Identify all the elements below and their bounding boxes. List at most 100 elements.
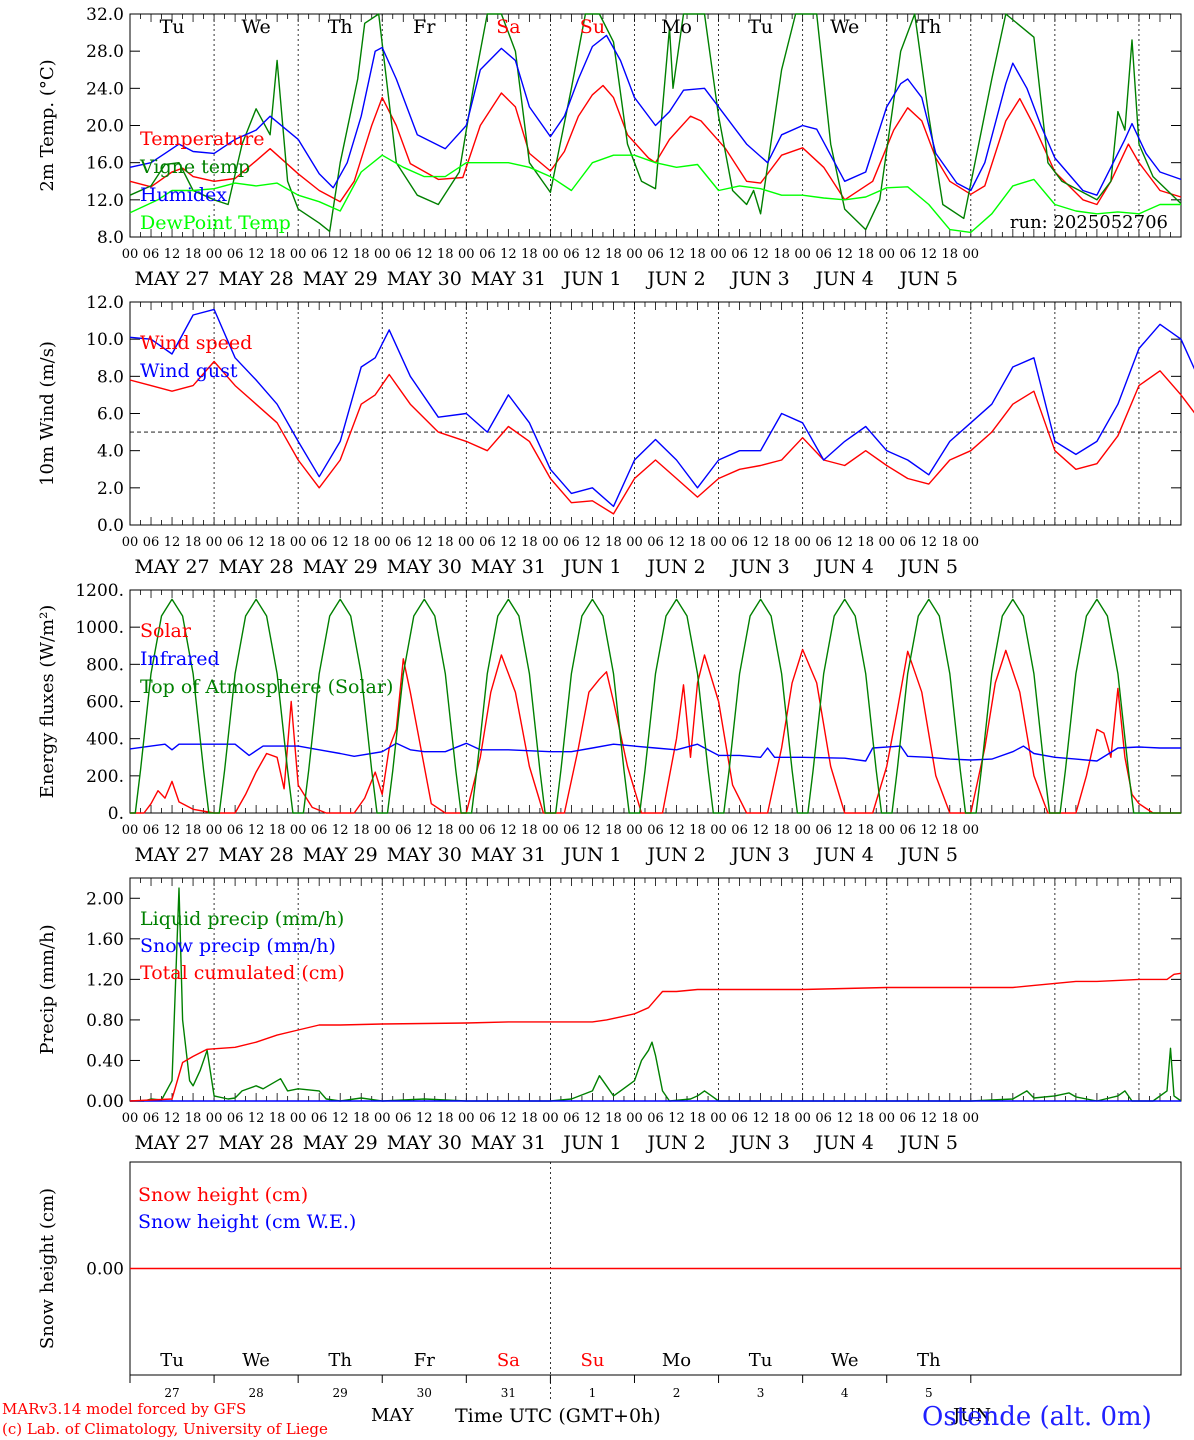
- temp-hour-label: 00: [458, 247, 475, 262]
- wind-hour-label: 12: [416, 535, 433, 550]
- temp-hour-label: 00: [878, 247, 895, 262]
- precip-hour-label: 00: [878, 1111, 895, 1126]
- wind-hour-label: 18: [689, 535, 706, 550]
- weekday-label-top: Tu: [748, 16, 773, 38]
- precip-legend-entry: Total cumulated (cm): [140, 962, 345, 984]
- precip-hour-label: 12: [920, 1111, 937, 1126]
- temp-hour-label: 06: [731, 247, 748, 262]
- energy-hour-label: 18: [857, 823, 874, 838]
- snow-legend-entry: Snow height (cm): [138, 1184, 308, 1206]
- energy-hour-label: 12: [668, 823, 685, 838]
- energy-series-top-of-atmosphere-solar: [130, 598, 1181, 814]
- energy-hour-label: 06: [143, 823, 160, 838]
- wind-date-label: JUN 1: [561, 556, 621, 578]
- precip-hour-label: 06: [227, 1111, 244, 1126]
- energy-hour-label: 00: [290, 823, 307, 838]
- precip-date-label: JUN 4: [813, 1132, 873, 1154]
- station-name: Ostende (alt. 0m): [922, 1402, 1152, 1432]
- temp-hour-label: 00: [710, 247, 727, 262]
- temp-legend-entry: Temperature: [140, 128, 264, 150]
- precip-hour-label: 18: [942, 1111, 959, 1126]
- energy-hour-label: 06: [647, 823, 664, 838]
- wind-date-label: JUN 4: [813, 556, 873, 578]
- precip-hour-label: 12: [584, 1111, 601, 1126]
- precip-hour-label: 06: [731, 1111, 748, 1126]
- temp-hour-label: 12: [500, 247, 517, 262]
- precip-hour-label: 18: [521, 1111, 538, 1126]
- energy-hour-label: 12: [920, 823, 937, 838]
- precip-y-tick-label: 1.60: [86, 930, 124, 950]
- temp-hour-label: 18: [942, 247, 959, 262]
- energy-hour-label: 12: [752, 823, 769, 838]
- temp-y-tick-label: 8.0: [97, 228, 124, 248]
- weekday-label-bottom: Sa: [497, 1350, 520, 1371]
- temp-hour-label: 06: [311, 247, 328, 262]
- precip-hour-label: 00: [542, 1111, 559, 1126]
- day-number-label: 4: [841, 1386, 849, 1400]
- weekday-label-top: Su: [580, 16, 605, 38]
- temp-hour-label: 18: [185, 247, 202, 262]
- energy-hour-label: 18: [437, 823, 454, 838]
- wind-y-tick-label: 6.0: [97, 405, 124, 425]
- temp-hour-label: 18: [689, 247, 706, 262]
- energy-date-label: MAY 31: [471, 844, 546, 866]
- temp-hour-label: 12: [416, 247, 433, 262]
- precip-hour-label: 06: [143, 1111, 160, 1126]
- day-number-label: 30: [417, 1386, 432, 1400]
- energy-y-tick-label: 800.: [86, 655, 124, 675]
- temp-hour-label: 06: [815, 247, 832, 262]
- wind-hour-label: 12: [500, 535, 517, 550]
- precip-date-label: MAY 31: [471, 1132, 546, 1154]
- precip-hour-label: 06: [815, 1111, 832, 1126]
- precip-date-label: JUN 5: [898, 1132, 958, 1154]
- precip-hour-label: 12: [416, 1111, 433, 1126]
- weekday-label-top: Fr: [413, 16, 436, 38]
- energy-hour-label: 00: [710, 823, 727, 838]
- day-number-label: 28: [248, 1386, 263, 1400]
- wind-hour-label: 00: [206, 535, 223, 550]
- temp-y-tick-label: 28.0: [86, 42, 124, 62]
- energy-hour-label: 12: [500, 823, 517, 838]
- weekday-label-top: Mo: [661, 16, 692, 38]
- temp-y-tick-label: 24.0: [86, 79, 124, 99]
- wind-y-tick-label: 10.0: [86, 330, 124, 350]
- temp-series-dewpoint-temp: [129, 154, 1181, 234]
- precip-hour-label: 00: [963, 1111, 980, 1126]
- temp-hour-label: 00: [626, 247, 643, 262]
- wind-hour-label: 00: [794, 535, 811, 550]
- precip-hour-label: 06: [563, 1111, 580, 1126]
- energy-frame: [129, 589, 1182, 814]
- temp-hour-label: 06: [899, 247, 916, 262]
- temp-hour-label: 12: [920, 247, 937, 262]
- weekday-label-top: Th: [328, 16, 353, 38]
- wind-hour-label: 00: [458, 535, 475, 550]
- energy-hour-label: 06: [899, 823, 916, 838]
- energy-y-tick-label: 1200.: [75, 581, 124, 601]
- month-label-may: MAY: [371, 1405, 414, 1426]
- wind-y-tick-label: 4.0: [97, 442, 124, 462]
- wind-hour-label: 12: [836, 535, 853, 550]
- weekday-label-top: We: [242, 16, 271, 38]
- wind-date-label: MAY 29: [303, 556, 378, 578]
- energy-hour-label: 12: [416, 823, 433, 838]
- energy-hour-label: 18: [269, 823, 286, 838]
- temp-date-label: MAY 31: [471, 268, 546, 290]
- wind-hour-label: 12: [164, 535, 181, 550]
- weekday-label-top: Th: [916, 16, 941, 38]
- day-number-label: 27: [164, 1386, 179, 1400]
- temp-y-tick-label: 12.0: [86, 191, 124, 211]
- energy-hour-label: 00: [963, 823, 980, 838]
- wind-hour-label: 00: [542, 535, 559, 550]
- energy-hour-label: 06: [311, 823, 328, 838]
- energy-y-tick-label: 1000.: [75, 618, 124, 638]
- wind-y-tick-label: 8.0: [97, 367, 124, 387]
- precip-y-tick-label: 0.80: [86, 1011, 124, 1031]
- precip-hour-label: 18: [437, 1111, 454, 1126]
- temp-y-tick-label: 32.0: [86, 5, 124, 25]
- energy-hour-label: 18: [521, 823, 538, 838]
- temp-hour-label: 18: [353, 247, 370, 262]
- energy-y-tick-label: 0.: [108, 804, 124, 824]
- energy-hour-label: 00: [542, 823, 559, 838]
- precip-hour-label: 06: [647, 1111, 664, 1126]
- precip-hour-label: 06: [311, 1111, 328, 1126]
